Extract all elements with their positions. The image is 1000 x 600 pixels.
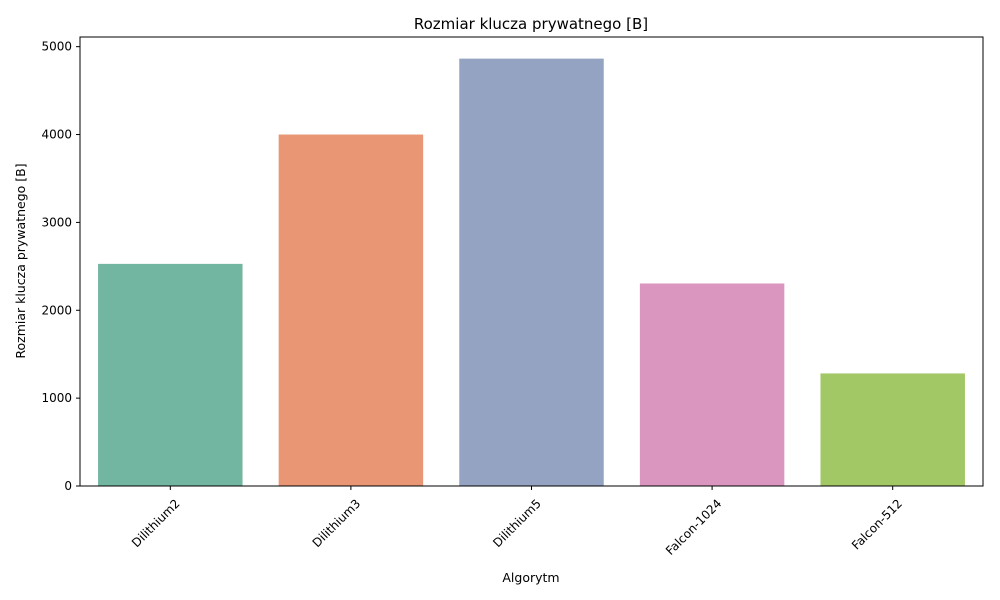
y-axis-label: Rozmiar klucza prywatnego [B] [13,163,28,358]
x-axis-ticks: Dilithium2 Dilithium3 Dilithium5 Falcon-102… [129,486,905,558]
y-tick-label: 2000 [41,303,72,317]
x-axis-label: Algorytm [502,570,559,585]
bar-dilithium2 [98,263,243,486]
chart-title: Rozmiar klucza prywatnego [B] [414,15,648,33]
x-tick-label: Dilithium3 [310,496,364,550]
bar-falcon-512 [820,373,965,486]
bars-group [98,58,965,486]
y-tick-label: 3000 [41,215,72,229]
y-tick-label: 1000 [41,391,72,405]
bar-dilithium5 [459,58,604,486]
bar-dilithium3 [278,134,424,486]
x-tick-label: Falcon-512 [849,496,905,552]
x-tick-label: Dilithium2 [129,496,183,550]
x-tick-label: Falcon-1024 [663,496,724,557]
y-tick-label: 5000 [41,40,72,54]
y-tick-label: 4000 [41,128,72,142]
bar-falcon-1024 [639,283,785,486]
y-axis-ticks: 0 1000 2000 3000 4000 5000 [41,40,80,493]
x-tick-label: Dilithium5 [490,496,544,550]
plot-frame [79,36,984,487]
y-tick-label: 0 [64,479,72,493]
